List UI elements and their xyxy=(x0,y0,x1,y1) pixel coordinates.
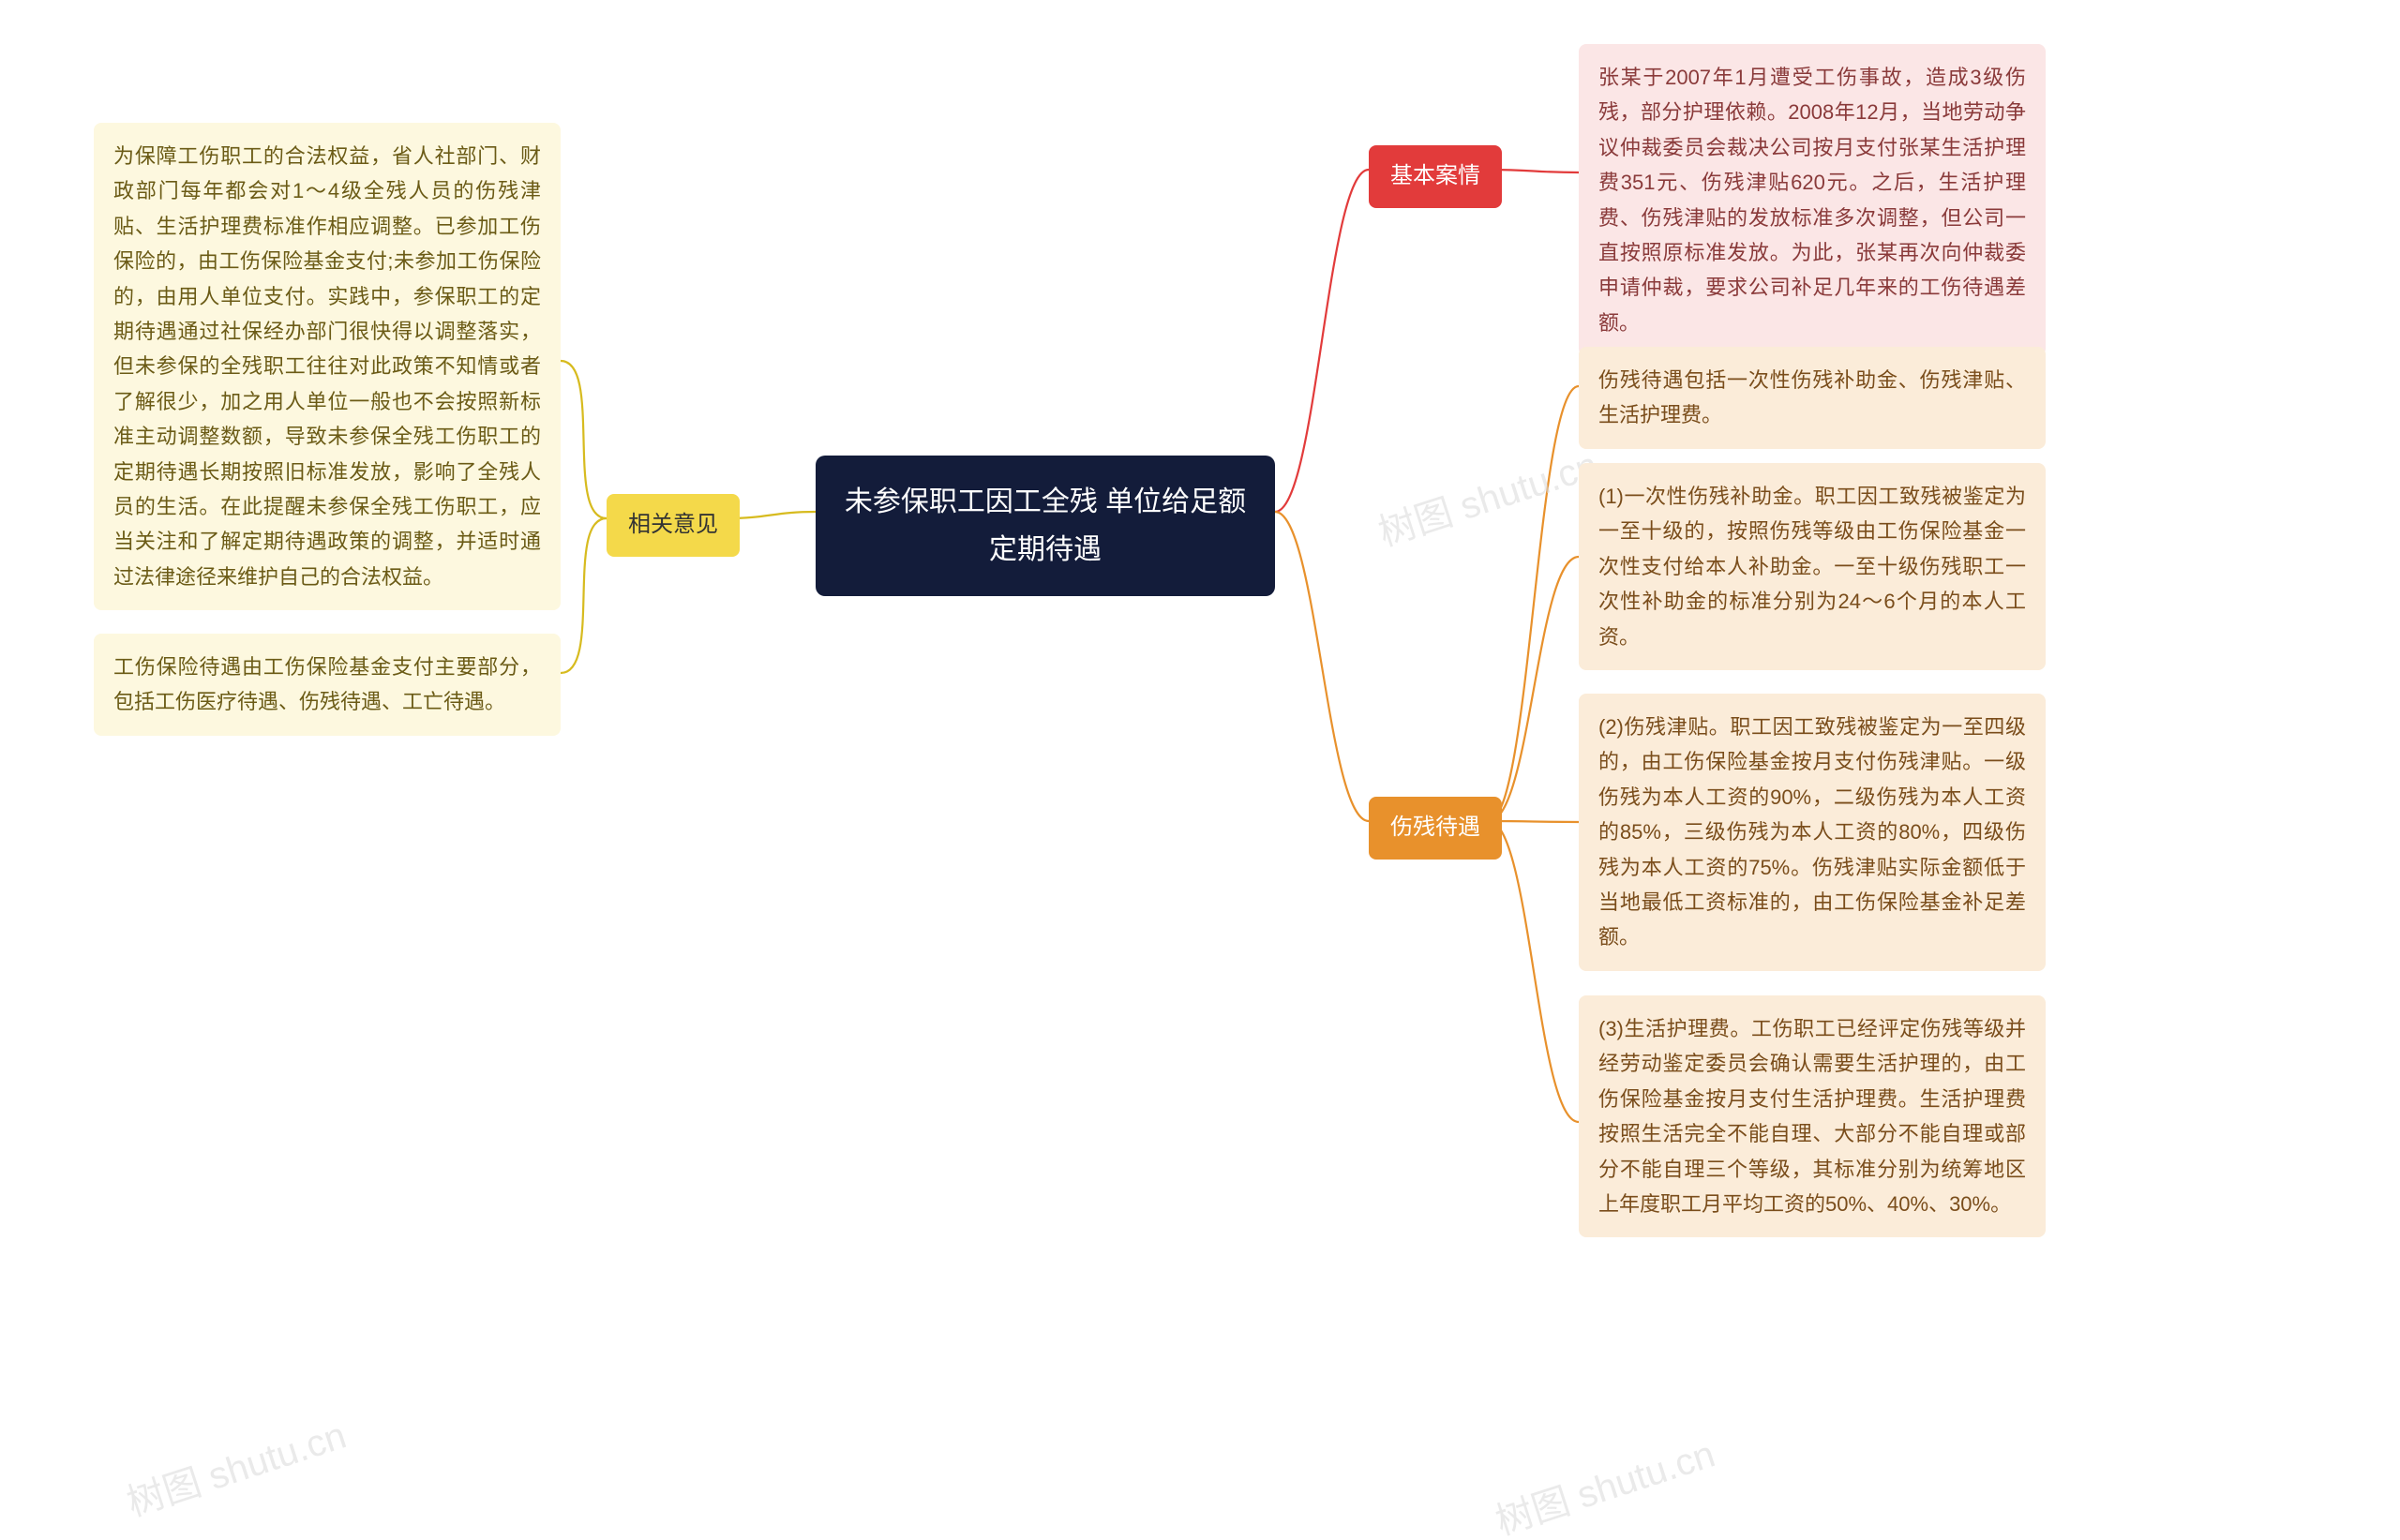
connector xyxy=(1489,557,1579,821)
branch-treatment[interactable]: 伤残待遇 xyxy=(1369,797,1502,860)
connector xyxy=(1489,821,1579,1122)
leaf-treatment-3[interactable]: (3)生活护理费。工伤职工已经评定伤残等级并经劳动鉴定委员会确认需要生活护理的，… xyxy=(1579,995,2046,1237)
branch-opinion[interactable]: 相关意见 xyxy=(607,494,740,557)
connector xyxy=(1489,821,1579,822)
watermark: 树图 shutu.cn xyxy=(1488,1424,1720,1540)
connector xyxy=(1275,170,1369,512)
leaf-treatment-1[interactable]: (1)一次性伤残补助金。职工因工致残被鉴定为一至十级的，按照伤残等级由工伤保险基… xyxy=(1579,463,2046,670)
leaf-treatment-0[interactable]: 伤残待遇包括一次性伤残补助金、伤残津贴、生活护理费。 xyxy=(1579,347,2046,449)
leaf-treatment-2[interactable]: (2)伤残津贴。职工因工致残被鉴定为一至四级的，由工伤保险基金按月支付伤残津贴。… xyxy=(1579,694,2046,971)
leaf-opinion-0[interactable]: 为保障工伤职工的合法权益，省人社部门、财政部门每年都会对1～4级全残人员的伤残津… xyxy=(94,123,561,610)
connector xyxy=(727,512,816,518)
connector xyxy=(561,361,607,518)
leaf-case-0[interactable]: 张某于2007年1月遭受工伤事故，造成3级伤残，部分护理依赖。2008年12月，… xyxy=(1579,44,2046,356)
connector xyxy=(1275,512,1369,821)
branch-case[interactable]: 基本案情 xyxy=(1369,145,1502,208)
watermark: 树图 shutu.cn xyxy=(119,1405,352,1527)
center-node[interactable]: 未参保职工因工全残 单位给足额定期待遇 xyxy=(816,456,1275,596)
connector xyxy=(1489,170,1579,172)
connector xyxy=(561,518,607,673)
connector xyxy=(1489,386,1579,821)
mindmap-canvas: shutu.cn树图 shutu.cn树图 shutu.cn树图 shutu.c… xyxy=(0,0,2400,1540)
leaf-opinion-1[interactable]: 工伤保险待遇由工伤保险基金支付主要部分，包括工伤医疗待遇、伤残待遇、工亡待遇。 xyxy=(94,634,561,736)
watermark: 树图 shutu.cn xyxy=(1371,435,1603,557)
